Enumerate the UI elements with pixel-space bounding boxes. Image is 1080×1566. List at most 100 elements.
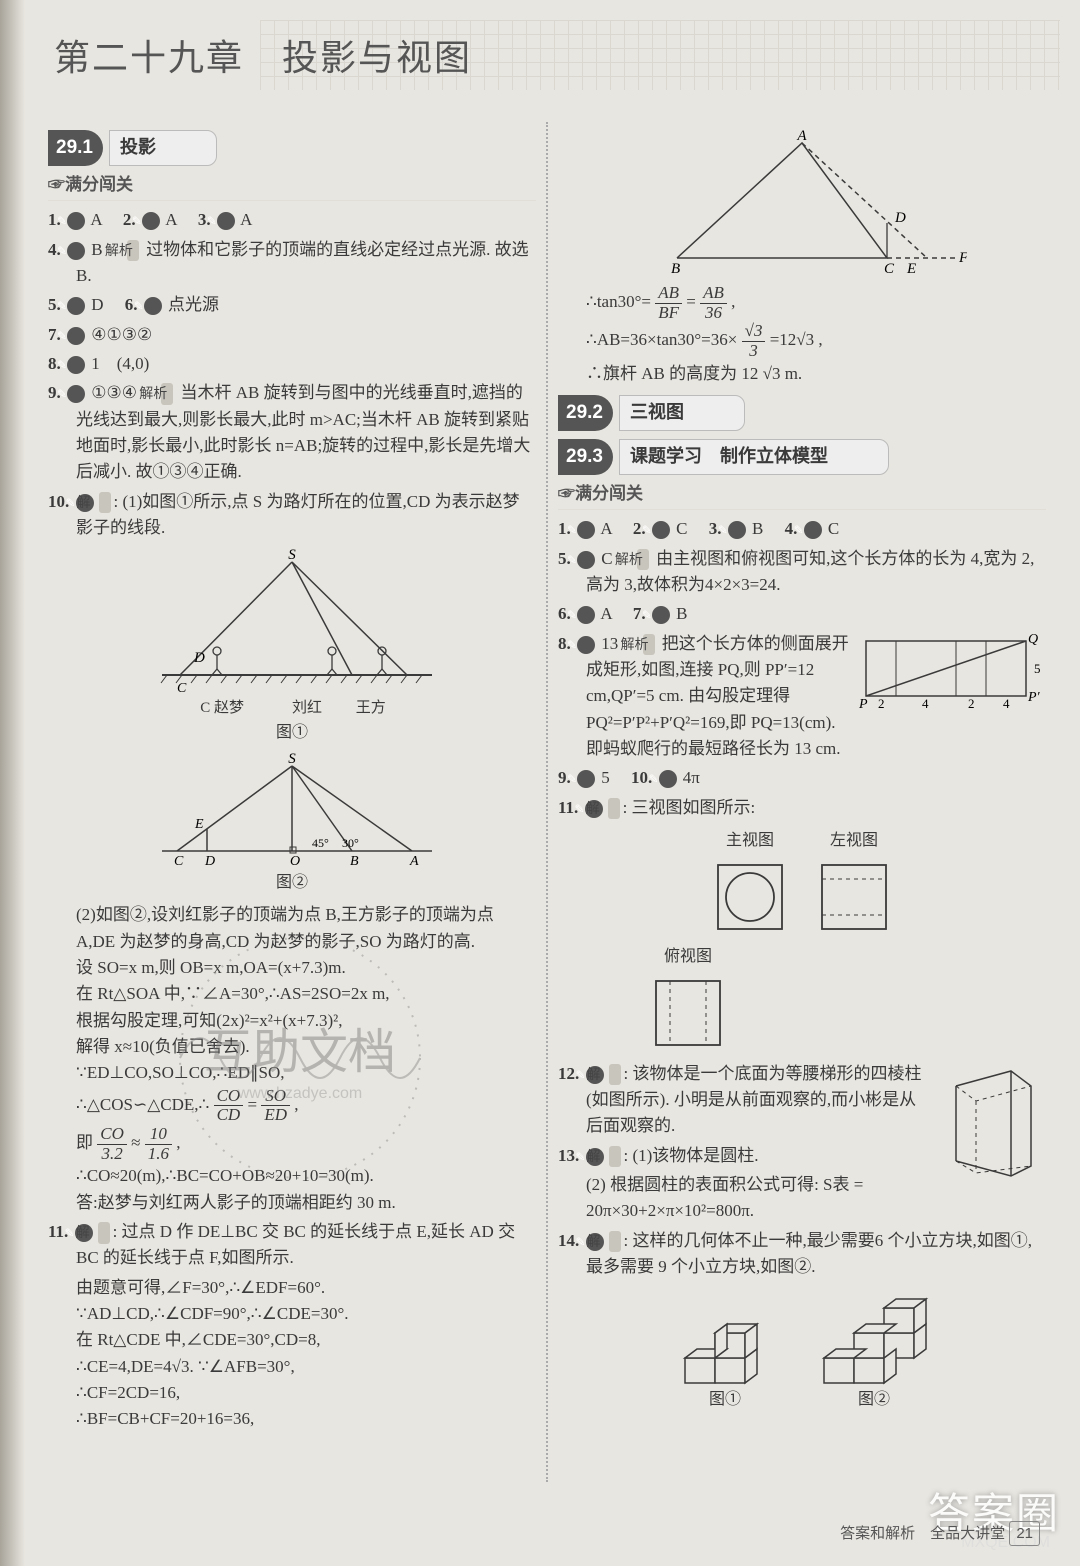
triangle-svg: A B C D E F <box>637 128 967 278</box>
answer-badge-icon: ✎ <box>142 212 160 230</box>
solve-tag: 解 <box>99 492 111 514</box>
answer-badge-icon: ✎ <box>67 212 85 230</box>
line: 即 CO3.2 ≈ 101.6 , <box>76 1125 536 1163</box>
cube-fig-2: 图② <box>809 1288 939 1413</box>
rq-1-4: 1. ✎ A 2. ✎ C 3. ✎ B 4. ✎ C <box>558 516 1046 542</box>
line: ∴tan30°= ABBF = AB36 , <box>586 284 1046 322</box>
subhead: ☞满分闯关 <box>558 481 1046 510</box>
line: ∴旗杆 AB 的高度为 12 √3 m. <box>586 361 1046 387</box>
answer-badge-icon: ✎ <box>67 356 85 374</box>
svg-text:E: E <box>906 261 916 277</box>
section-29-3-tab: 29.3 课题学习 制作立体模型 <box>558 439 1046 475</box>
page-footer: 答案和解析 全品大讲堂 21 <box>840 1521 1040 1546</box>
answer-badge-icon: ✎ <box>577 521 595 539</box>
figure-triangle: A B C D E F <box>558 128 1046 278</box>
rq-6-7: 6. ✎ A 7. ✎ B <box>558 601 1046 627</box>
svg-text:S: S <box>288 547 296 563</box>
tab-name: 投影 <box>109 130 217 166</box>
ans: 1 (4,0) <box>91 354 149 373</box>
frac: SOED <box>261 1087 290 1125</box>
question-8: 8. ✎ 1 (4,0) <box>48 351 536 377</box>
top-view: 俯视图 <box>648 945 728 1053</box>
answer-badge-icon: ✎ <box>217 212 235 230</box>
solve-tag: 解 <box>608 798 620 820</box>
question-7: 7. ✎ ④①③② <box>48 322 536 348</box>
fig2-label: 图② <box>48 871 536 896</box>
line: 答:赵梦与刘红两人影子的顶端相距约 30 m. <box>76 1190 536 1216</box>
rq-5: 5. ✎ C 解析 由主视图和俯视图可知,这个长方体的长为 4,宽为 2,高为 … <box>558 546 1046 599</box>
svg-text:45°: 45° <box>312 836 329 850</box>
svg-text:D: D <box>204 854 215 869</box>
cubes2-svg <box>809 1288 939 1388</box>
answer-badge-icon: ✎ <box>67 385 85 403</box>
svg-text:D: D <box>193 650 205 666</box>
line: ∴BF=CB+CF=20+16=36, <box>76 1406 536 1432</box>
answer-badge-icon: ✎ <box>144 297 162 315</box>
fig1-label: 图① <box>48 721 536 746</box>
page-shadow <box>0 0 25 1566</box>
tab-num: 29.1 <box>48 130 103 165</box>
three-views-row2: 俯视图 <box>558 945 1046 1053</box>
rq-8: P Q P′ 5 24 24 8. ✎ 13 解析 把这个长方体的侧面展开成矩形… <box>558 631 1046 763</box>
svg-text:B: B <box>350 854 359 869</box>
rq-12: 12. ✎解: 该物体是一个底面为等腰梯形的四棱柱(如图所示). 小明是从前面观… <box>558 1061 1046 1140</box>
svg-text:C: C <box>884 261 895 277</box>
left-view: 左视图 <box>814 829 894 937</box>
section-29-2-tab: 29.2 三视图 <box>558 395 1046 431</box>
analysis-tag: 解析 <box>637 549 649 571</box>
answer-badge-icon: ✎ <box>804 521 822 539</box>
svg-text:4: 4 <box>1003 696 1010 711</box>
figure-2: S E C D O B A 45° 30° 图② <box>48 751 536 896</box>
line: ∵ED⊥CO,SO⊥CO,∴ED∥SO, <box>76 1060 536 1086</box>
ans: ①③④ <box>91 383 137 402</box>
ans: A <box>240 210 252 229</box>
line: 根据勾股定理,可知(2x)²=x²+(x+7.3)², <box>76 1008 536 1034</box>
cube-fig-1: 图① <box>665 1288 785 1413</box>
line: 在 Rt△CDE 中,∠CDE=30°,CD=8, <box>76 1327 536 1353</box>
line: (2)如图②,设刘红影子的顶端为点 B,王方影子的顶端为点 A,DE 为赵梦的身… <box>76 902 536 955</box>
ans: D <box>91 295 103 314</box>
ans: A <box>90 210 101 229</box>
answer-badge-icon: ✎ <box>67 297 85 315</box>
solve-tag: 解 <box>609 1064 621 1086</box>
page-header: 第二十九章 投影与视图 <box>0 0 1080 112</box>
answer-badge-icon: ✎ <box>577 636 595 654</box>
right-column: A B C D E F ∴tan30°= ABBF = AB36 , ∴AB=3… <box>558 122 1046 1482</box>
answer-badge-icon: ✎ <box>577 606 595 624</box>
svg-text:F: F <box>958 250 967 266</box>
svg-text:D: D <box>894 210 906 226</box>
front-view-svg <box>710 857 790 937</box>
unfold-svg: P Q P′ 5 24 24 <box>856 631 1046 711</box>
fig2-svg: S E C D O B A 45° 30° <box>142 751 442 871</box>
answer-badge-icon: ✎ <box>659 770 677 788</box>
svg-text:O: O <box>290 854 300 869</box>
left-view-svg <box>814 857 894 937</box>
line: 在 Rt△SOA 中,∵∠A=30°,∴AS=2SO=2x m, <box>76 981 536 1007</box>
frac: 101.6 <box>145 1125 172 1163</box>
svg-text:Q: Q <box>1028 632 1038 647</box>
frac: AB36 <box>700 284 727 322</box>
fig1-names: C 赵梦 刘红 王方 <box>48 697 536 720</box>
line: ∴AB=36×tan30°=36× √33 =12√3 , <box>586 322 1046 360</box>
line: ∴CO≈20(m),∴BC=CO+OB≈20+10=30(m). <box>76 1163 536 1189</box>
svg-text:2: 2 <box>968 696 975 711</box>
line: ∵AD⊥CD,∴∠CDF=90°,∴∠CDE=30°. <box>76 1301 536 1327</box>
svg-text:S: S <box>288 751 296 767</box>
answer-badge-icon: ✎ <box>652 606 670 624</box>
answer-badge-icon: ✎ <box>577 551 595 569</box>
question-1: 1. ✎ A 2. ✎ A 3. ✎ A <box>48 207 536 233</box>
tab-name: 课题学习 制作立体模型 <box>619 439 889 475</box>
ans: A <box>165 210 176 229</box>
column-divider <box>546 122 548 1482</box>
footer-page: 21 <box>1009 1521 1040 1546</box>
question-5-6: 5. ✎ D 6. ✎ 点光源 <box>48 292 536 318</box>
svg-text:A: A <box>796 128 807 144</box>
q10-a: (1)如图①所示,点 S 为路灯所在的位置,CD 为表示赵梦影子的线段. <box>76 492 520 537</box>
three-views-row1: 主视图 左视图 <box>558 829 1046 937</box>
answer-badge-icon: ✎ <box>577 770 595 788</box>
line: 设 SO=x m,则 OB=x m,OA=(x+7.3)m. <box>76 955 536 981</box>
analysis-tag: 解析 <box>161 383 173 405</box>
svg-text:P: P <box>858 697 868 711</box>
line: ∴CF=2CD=16, <box>76 1380 536 1406</box>
fig1-svg: S D C <box>142 547 442 697</box>
